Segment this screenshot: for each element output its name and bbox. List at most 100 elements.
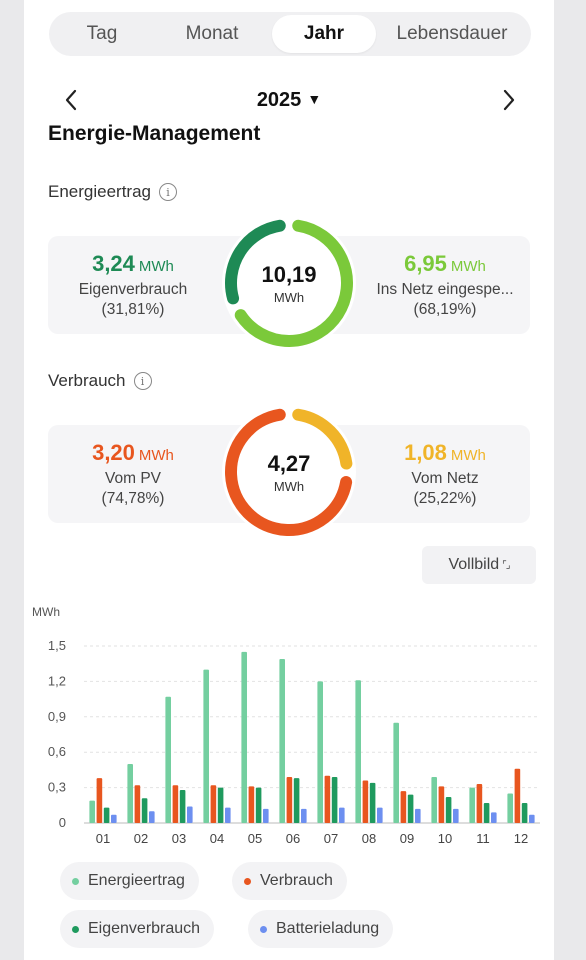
from-grid-unit: MWh: [450, 447, 486, 464]
self-consumption-label: Eigenverbrauch: [78, 281, 188, 298]
consumption-total-value: 4,27: [267, 450, 311, 476]
tab-lifetime[interactable]: Lebensdauer: [396, 23, 508, 44]
info-icon[interactable]: i: [133, 372, 152, 390]
bar-batterieladung-04: [225, 807, 231, 823]
legend-dot: [260, 925, 267, 933]
x-tick-label: 06: [286, 831, 300, 846]
monthly-energy-chart: MWh 0 0,3 0,6 0,9 1,2 1,5 01 02 03 04 05 06 07 08 09 10 1…: [32, 605, 540, 846]
bar-energieertrag-09: [393, 722, 399, 823]
from-grid-arc: [292, 408, 353, 470]
bar-energieertrag-05: [241, 651, 247, 823]
bar-eigenverbrauch-04: [217, 787, 224, 823]
y-tick-label: 1,5: [48, 638, 66, 653]
bar-verbrauch-08: [362, 780, 369, 823]
energy-yield-total-value: 10,19: [261, 261, 317, 287]
grid-feed-in-unit: MWh: [450, 258, 486, 275]
legend-dot: [244, 877, 251, 885]
info-icon[interactable]: i: [159, 183, 178, 201]
bar-eigenverbrauch-02: [141, 798, 148, 823]
legend-label: Batterieladung: [276, 920, 380, 937]
energy-yield-title-text: Energieertrag: [48, 182, 152, 201]
bar-verbrauch-04: [210, 785, 217, 823]
bar-energieertrag-04: [203, 669, 209, 823]
grid-feed-in-label: Ins Netz eingespe...: [376, 281, 514, 298]
next-year-button[interactable]: [496, 88, 520, 112]
x-tick-label: 02: [134, 831, 148, 846]
year-dropdown[interactable]: 2025 ▼: [257, 89, 321, 112]
self-consumption-value-row: 3,24 MWh: [92, 251, 174, 277]
fullscreen-button[interactable]: Vollbild ⌜⌟: [422, 546, 536, 584]
energy-yield-title: Energieertrag i: [48, 182, 178, 202]
y-tick-label: 0,9: [48, 709, 66, 724]
from-pv-percent: (74,78%): [101, 490, 165, 507]
consumption-total-unit: MWh: [273, 478, 305, 494]
bar-batterieladung-02: [149, 811, 155, 823]
bar-batterieladung-01: [111, 814, 117, 823]
from-pv-label: Vom PV: [105, 470, 161, 487]
consumption-donut: [225, 408, 353, 536]
legend-battery-charge[interactable]: Batterieladung: [248, 910, 394, 948]
grid-feed-in-summary: 6,95 MWh Ins Netz eingespe... (68,19%): [360, 236, 530, 334]
consumption-title: Verbrauch i: [48, 371, 152, 391]
previous-year-button[interactable]: [60, 88, 84, 112]
consumption-total: 4,27 MWh: [222, 405, 356, 539]
x-tick-label: 05: [248, 831, 262, 846]
bar-eigenverbrauch-05: [255, 787, 262, 823]
bar-batterieladung-11: [491, 812, 497, 823]
self-consumption-percent: (31,81%): [101, 301, 165, 318]
self-consumption-arc: [225, 219, 286, 305]
legend-energy-yield[interactable]: Energieertrag: [60, 862, 199, 900]
consumption-card: 3,20 MWh Vom PV (74,78%) 4,27 MWh 1,08 MWh…: [48, 405, 530, 539]
section-title: Energie-Management: [48, 122, 261, 145]
grid-feed-in-arc: [234, 219, 353, 347]
from-grid-value: 1,08: [404, 440, 447, 465]
bar-verbrauch-12: [514, 768, 521, 823]
bar-batterieladung-07: [339, 807, 345, 823]
bar-batterieladung-09: [415, 808, 421, 823]
tab-day[interactable]: Tag: [86, 23, 118, 44]
from-pv-value: 3,20: [92, 440, 135, 465]
bar-verbrauch-05: [248, 786, 255, 823]
y-tick-label: 0,6: [48, 744, 66, 759]
caret-down-icon: ▼: [307, 91, 322, 107]
legend-dot: [72, 877, 79, 885]
bar-verbrauch-01: [96, 778, 103, 823]
legend-dot: [72, 925, 79, 933]
energy-yield-ring: 10,19 MWh: [222, 216, 356, 350]
chevron-left-icon: [65, 89, 77, 111]
legend-label: Energieertrag: [88, 872, 185, 889]
x-tick-label: 09: [400, 831, 414, 846]
bar-eigenverbrauch-06: [293, 778, 300, 823]
bar-batterieladung-12: [529, 814, 535, 823]
y-tick-label: 0,3: [48, 780, 66, 795]
legend-self-consumption[interactable]: Eigenverbrauch: [60, 910, 215, 948]
bar-energieertrag-08: [355, 680, 361, 823]
tab-year[interactable]: Jahr: [272, 15, 376, 53]
bar-eigenverbrauch-01: [103, 807, 110, 823]
from-grid-value-row: 1,08 MWh: [404, 440, 486, 466]
expand-icon: ⌜⌟: [502, 559, 510, 571]
bar-verbrauch-03: [172, 785, 179, 823]
x-tick-label: 08: [362, 831, 376, 846]
energy-yield-donut: [225, 219, 353, 347]
self-consumption-value: 3,24: [92, 251, 135, 276]
bar-energieertrag-10: [431, 776, 437, 823]
x-tick-label: 11: [476, 831, 490, 846]
self-consumption-unit: MWh: [138, 258, 174, 275]
bar-eigenverbrauch-12: [521, 802, 528, 823]
consumption-title-text: Verbrauch: [48, 371, 126, 390]
legend-label: Eigenverbrauch: [88, 920, 201, 937]
from-pv-unit: MWh: [138, 447, 174, 464]
x-tick-label: 12: [514, 831, 528, 846]
legend-consumption[interactable]: Verbrauch: [232, 862, 347, 900]
bar-batterieladung-05: [263, 808, 269, 823]
year-label: 2025: [256, 89, 302, 111]
tab-month[interactable]: Monat: [185, 23, 239, 44]
from-grid-label: Vom Netz: [411, 470, 479, 487]
y-tick-label: 0: [59, 815, 66, 830]
x-tick-label: 07: [324, 831, 338, 846]
x-tick-label: 04: [210, 831, 224, 846]
fullscreen-label: Vollbild: [448, 556, 500, 573]
bar-energieertrag-11: [469, 787, 475, 823]
y-axis-unit: MWh: [32, 605, 60, 619]
